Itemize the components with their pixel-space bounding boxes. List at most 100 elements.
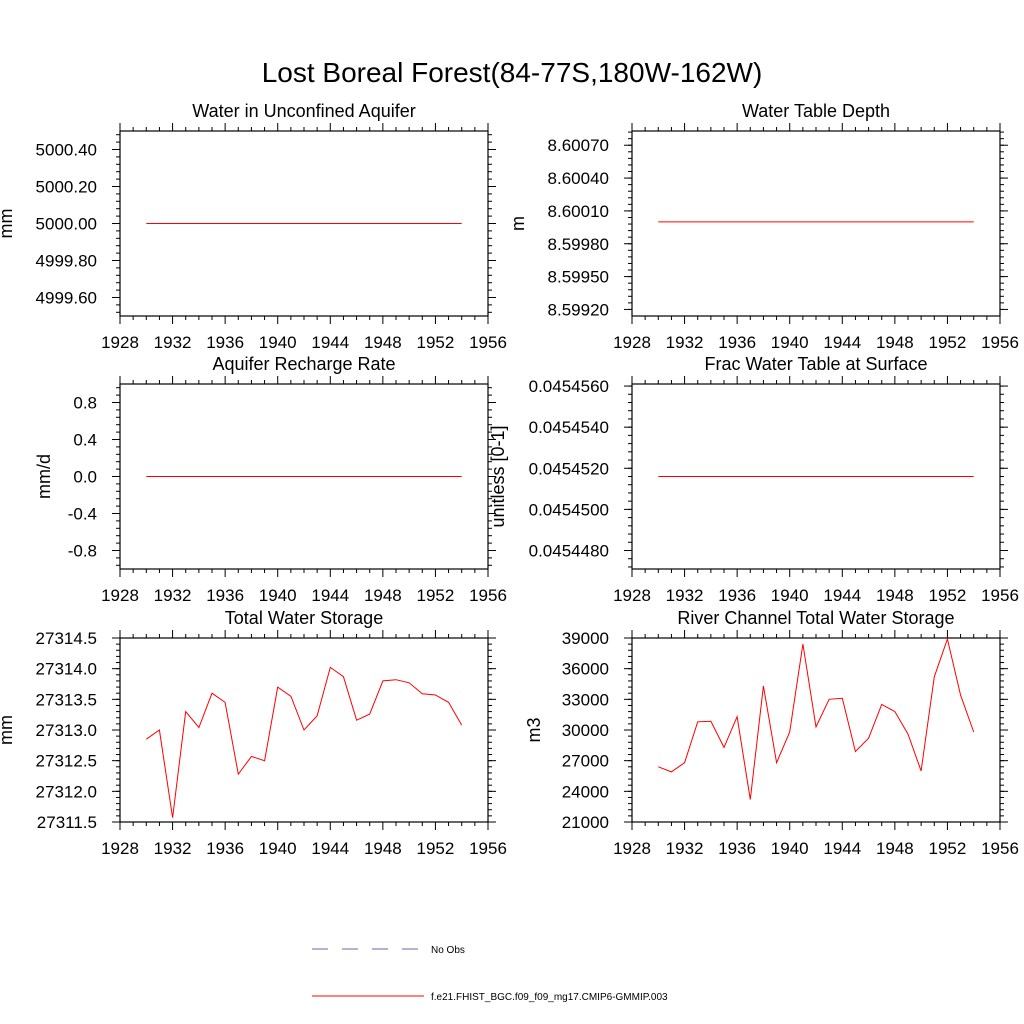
- panel-4: 1928 1932 1936 1940 1944 1948 1952 1956 0.045448…: [488, 354, 1019, 605]
- x-tick-label: 1928: [101, 839, 139, 858]
- y-tick-label: 27314.0: [36, 660, 97, 679]
- x-tick-label: 1940: [771, 333, 809, 352]
- panel-1: 1928 1932 1936 1940 1944 1948 1952 1956 4999.60 4…: [0, 101, 507, 352]
- x-tick-label: 1944: [823, 839, 861, 858]
- y-tick-label: 27000: [562, 752, 609, 771]
- y-tick-label: 24000: [562, 782, 609, 801]
- y-axis-label: m3: [524, 717, 544, 742]
- y-tick-label: 27312.5: [36, 752, 97, 771]
- x-tick-label: 1952: [929, 586, 967, 605]
- panel-title: Water Table Depth: [742, 101, 890, 121]
- y-tick-label: 4999.60: [36, 289, 97, 308]
- y-tick-label: 5000.40: [36, 141, 97, 160]
- panel-title: Total Water Storage: [225, 608, 383, 628]
- x-tick-label: 1928: [613, 839, 651, 858]
- x-tick-label: 1932: [154, 333, 192, 352]
- y-tick-label: 8.59920: [548, 300, 609, 319]
- y-tick-label: 0.8: [73, 394, 97, 413]
- x-tick-label: 1948: [364, 839, 402, 858]
- x-tick-label: 1952: [417, 839, 455, 858]
- y-tick-label: 33000: [562, 690, 609, 709]
- legend-model-label: f.e21.FHIST_BGC.f09_f09_mg17.CMIP6-GMMIP…: [431, 992, 668, 1003]
- x-tick-label: 1940: [259, 839, 297, 858]
- x-tick-label: 1940: [771, 839, 809, 858]
- x-tick-label: 1944: [823, 586, 861, 605]
- y-tick-label: 0.0454520: [529, 459, 609, 478]
- panel-title: Frac Water Table at Surface: [704, 354, 927, 374]
- y-axis-label: m: [508, 216, 528, 231]
- x-tick-label: 1952: [417, 333, 455, 352]
- model-series-line: [146, 666, 463, 818]
- x-tick-label: 1932: [666, 586, 704, 605]
- y-tick-label: 4999.80: [36, 252, 97, 271]
- y-tick-label: 0.0454500: [529, 500, 609, 519]
- model-series-line: [658, 637, 975, 800]
- x-tick-label: 1932: [154, 586, 192, 605]
- y-tick-label: 5000.20: [36, 178, 97, 197]
- x-tick-label: 1956: [469, 586, 507, 605]
- x-tick-label: 1932: [666, 333, 704, 352]
- x-tick-label: 1940: [771, 586, 809, 605]
- x-tick-label: 1952: [929, 839, 967, 858]
- y-tick-label: 0.4: [73, 431, 97, 450]
- y-tick-label: 39000: [562, 629, 609, 648]
- y-axis-label: mm: [0, 715, 16, 745]
- panel-3: 1928 1932 1936 1940 1944 1948 1952 1956 -0.8 -0.4…: [34, 354, 507, 605]
- y-tick-label: 27312.0: [36, 782, 97, 801]
- x-tick-label: 1936: [718, 333, 756, 352]
- figure-title: Lost Boreal Forest(84-77S,180W-162W): [262, 57, 763, 88]
- x-tick-label: 1956: [981, 839, 1019, 858]
- x-tick-label: 1944: [311, 839, 349, 858]
- x-tick-label: 1928: [101, 333, 139, 352]
- y-tick-label: 27311.5: [37, 813, 97, 832]
- x-tick-label: 1948: [876, 586, 914, 605]
- panels: 1928 1932 1936 1940 1944 1948 1952 1956 4999.60 4…: [0, 101, 1019, 858]
- y-tick-label: 8.60070: [548, 136, 609, 155]
- y-tick-label: 36000: [562, 660, 609, 679]
- y-tick-label: 0.0454560: [529, 377, 609, 396]
- x-tick-label: 1944: [311, 586, 349, 605]
- y-tick-label: 27314.5: [36, 629, 97, 648]
- y-tick-label: 21000: [562, 813, 609, 832]
- y-tick-label: -0.8: [68, 542, 97, 561]
- panel-title: River Channel Total Water Storage: [677, 608, 954, 628]
- legend: No Obs f.e21.FHIST_BGC.f09_f09_mg17.CMIP…: [312, 945, 668, 1003]
- panel-6: 1928 1932 1936 1940 1944 1948 1952 1956 21000 240…: [524, 608, 1019, 858]
- x-tick-label: 1948: [876, 333, 914, 352]
- x-tick-label: 1940: [259, 333, 297, 352]
- panel-2: 1928 1932 1936 1940 1944 1948 1952 1956 8.59920 8…: [508, 101, 1019, 352]
- y-tick-label: 8.60040: [548, 169, 609, 188]
- y-axis-label: mm/d: [34, 454, 54, 499]
- x-tick-label: 1932: [666, 839, 704, 858]
- x-tick-label: 1944: [311, 333, 349, 352]
- plot-frame: [631, 130, 1001, 317]
- x-tick-label: 1928: [101, 586, 139, 605]
- x-tick-label: 1936: [206, 333, 244, 352]
- x-tick-label: 1948: [364, 586, 402, 605]
- y-tick-label: 0.0454540: [529, 418, 609, 437]
- y-tick-label: 27313.0: [36, 721, 97, 740]
- plot-frame: [631, 637, 1001, 823]
- x-tick-label: 1936: [718, 839, 756, 858]
- y-tick-label: 30000: [562, 721, 609, 740]
- y-tick-label: 0.0454480: [529, 542, 609, 561]
- y-tick-label: 27313.5: [36, 690, 97, 709]
- y-tick-label: 0.0: [73, 468, 97, 487]
- x-tick-label: 1932: [154, 839, 192, 858]
- y-axis-label: unitless [0-1]: [488, 425, 508, 527]
- x-tick-label: 1928: [613, 586, 651, 605]
- x-tick-label: 1936: [206, 839, 244, 858]
- panel-title: Water in Unconfined Aquifer: [192, 101, 415, 121]
- panel-5: 1928 1932 1936 1940 1944 1948 1952 1956 27311.5 2…: [0, 608, 507, 858]
- y-tick-label: 8.59980: [548, 235, 609, 254]
- legend-obs-label: No Obs: [431, 945, 465, 956]
- x-tick-label: 1944: [823, 333, 861, 352]
- x-tick-label: 1952: [417, 586, 455, 605]
- panel-title: Aquifer Recharge Rate: [212, 354, 395, 374]
- y-tick-label: 5000.00: [36, 215, 97, 234]
- x-tick-label: 1936: [718, 586, 756, 605]
- x-tick-label: 1948: [876, 839, 914, 858]
- x-tick-label: 1956: [981, 333, 1019, 352]
- x-tick-label: 1952: [929, 333, 967, 352]
